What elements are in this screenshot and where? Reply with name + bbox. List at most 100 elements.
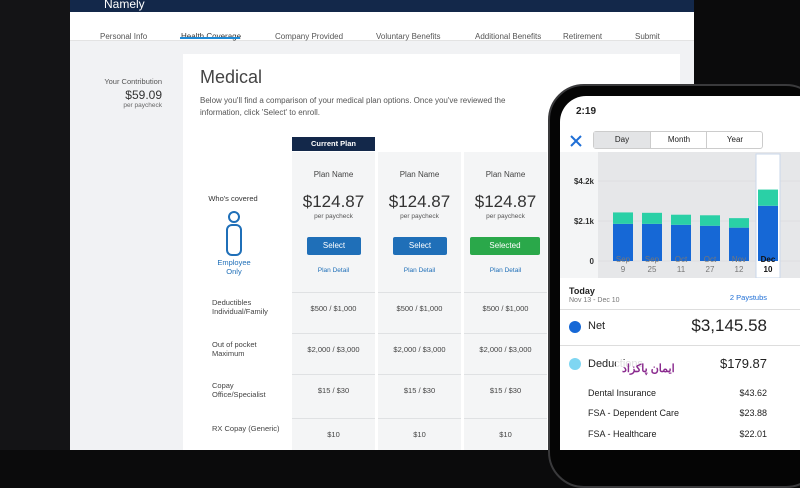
select-button[interactable]: Select (393, 237, 447, 255)
segmented-control: Day Month Year (593, 131, 763, 149)
deductions-dot (569, 358, 581, 370)
item-amount: $22.01 (739, 429, 767, 439)
y-tick-label: 0 (590, 257, 595, 266)
x-tick-label: Nov 12 (732, 255, 746, 274)
y-tick-label: $2.1k (574, 217, 595, 226)
tab[interactable]: Personal Info (100, 32, 148, 41)
plan-value: $2,000 / $3,000 (307, 345, 360, 354)
x-tick-label: Oct 27 (704, 255, 717, 274)
row-divider (378, 333, 461, 334)
plan-value: $10 (327, 430, 340, 439)
brand: Namely (104, 0, 145, 11)
status-time: 2:19 (576, 106, 597, 117)
plan-unit: per paycheck (486, 213, 525, 220)
contribution-label: Your Contribution (104, 77, 162, 86)
plan-detail[interactable]: Plan Detail (403, 267, 436, 274)
item-name: FSA - Dependent Care (588, 408, 680, 418)
close-icon[interactable] (569, 134, 583, 148)
x-tick-label: Sep 9 (616, 255, 631, 274)
select-button[interactable]: Select (307, 237, 361, 255)
bar-segment (700, 225, 720, 261)
period: Today (569, 286, 595, 296)
divider (560, 309, 800, 310)
row-label: Deductibles Individual/Family (212, 298, 268, 316)
selected-button[interactable]: Selected (470, 237, 540, 255)
plan-value: $500 / $1,000 (310, 304, 357, 313)
plan-value: $2,000 / $3,000 (393, 345, 446, 354)
y-tick-label: $4.2k (574, 177, 595, 186)
row-divider (292, 292, 375, 293)
plan-detail[interactable]: Plan Detail (489, 267, 522, 274)
contribution: Your Contribution $59.09 per paycheck (70, 77, 162, 109)
bar-segment (613, 212, 633, 224)
contribution-unit: per paycheck (123, 102, 162, 109)
segment[interactable]: Month (650, 132, 707, 148)
top-bar: Namely (70, 0, 694, 12)
plan-price: $124.87 (302, 192, 365, 211)
active-tab-indicator (180, 37, 240, 39)
bar-segment (642, 223, 662, 261)
plan-column: Plan Name $124.87 per paycheck Selected Plan… (464, 152, 547, 450)
plan-price: $124.87 (474, 192, 537, 211)
segment[interactable]: Year (706, 132, 763, 148)
bar-segment (758, 205, 778, 261)
bar-segment (700, 215, 720, 226)
net-amount: $3,145.58 (691, 316, 767, 335)
row-label: Copay Office/Specialist (212, 381, 266, 399)
plan-value: $2,000 / $3,000 (479, 345, 532, 354)
row-divider (292, 333, 375, 334)
row-divider (378, 418, 461, 419)
tab[interactable]: Submit (635, 32, 660, 41)
whos-covered: Who's covered (208, 194, 258, 203)
row-label: Out of pocket Maximum (212, 340, 257, 358)
row-divider (292, 374, 375, 375)
item-amount: $23.88 (739, 408, 767, 418)
plan-price: $124.87 (388, 192, 451, 211)
phone-screen: 2:19 Day Month Year 0 $2.1k $4.2k Sep 9 Sep 25… (560, 96, 800, 450)
tab[interactable]: Company Provided (275, 32, 344, 41)
current-plan-badge: Current Plan (292, 137, 375, 151)
tab[interactable]: Retirement (563, 32, 603, 41)
item-name: FSA - Healthcare (588, 429, 657, 439)
bar-segment (642, 212, 662, 224)
plan-name: Plan Name (485, 170, 526, 179)
bar-segment (671, 224, 691, 261)
bar-segment (613, 223, 633, 261)
tablet-bezel (0, 0, 70, 450)
plan-value: $15 / $30 (489, 386, 522, 395)
x-tick-label: Oct 11 (675, 255, 688, 274)
watermark: ایمان پاکزاد (616, 360, 681, 378)
plan-detail[interactable]: Plan Detail (317, 267, 350, 274)
plan-value: $15 / $30 (317, 386, 350, 395)
x-tick-label: Sep 25 (645, 255, 660, 274)
bar-segment (729, 218, 749, 228)
section-title: Medical (200, 67, 263, 87)
tab[interactable]: Voluntary Benefits (376, 32, 441, 41)
person-icon (226, 211, 242, 256)
plan-unit: per paycheck (400, 213, 439, 220)
plan-name: Plan Name (313, 170, 354, 179)
plan-value: $500 / $1,000 (482, 304, 529, 313)
divider (560, 345, 800, 346)
bar-segment (671, 214, 691, 225)
paystubs-link[interactable]: 2 Paystubs (729, 293, 767, 302)
deductions-amount: $179.87 (720, 356, 767, 371)
coverage[interactable]: Employee Only (217, 258, 251, 276)
contribution-amount: $59.09 (125, 88, 162, 102)
plan-value: $10 (413, 430, 426, 439)
tab[interactable]: Health Coverage (181, 32, 241, 41)
paycheck-chart: 0 $2.1k $4.2k Sep 9 Sep 25 Oct 11 Oct 27 Nov 12 Dec 10 (574, 153, 800, 278)
row-divider (378, 292, 461, 293)
row-divider (464, 292, 547, 293)
chart-axis-bg (560, 152, 598, 278)
tab[interactable]: Additional Benefits (475, 32, 542, 41)
row-divider (464, 418, 547, 419)
row-divider (464, 333, 547, 334)
plan-name: Plan Name (399, 170, 440, 179)
plan-column: Plan Name $124.87 per paycheck Select Plan D… (292, 152, 375, 450)
plan-unit: per paycheck (314, 213, 353, 220)
net-label: Net (588, 320, 606, 332)
plan-value: $15 / $30 (403, 386, 436, 395)
segment[interactable]: Day (594, 132, 650, 148)
